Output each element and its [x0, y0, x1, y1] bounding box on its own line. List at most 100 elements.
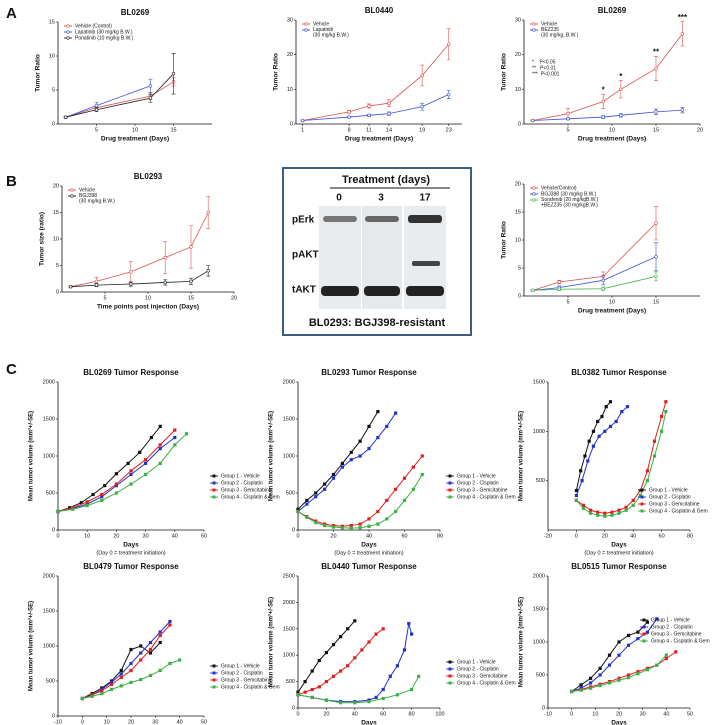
chart: BL0382 Tumor Response 500 1000 1500 -20 0 20 40… [518, 368, 708, 556]
legend-marker [448, 674, 452, 678]
point [303, 680, 307, 684]
x-tick-label: 40 [177, 719, 183, 725]
point [358, 526, 362, 530]
x-axis-label: Time points post injection (Days) [97, 304, 199, 311]
x-tick-label: 20 [602, 533, 608, 539]
x-tick-label: 19 [419, 127, 425, 133]
point [91, 492, 95, 497]
point [531, 288, 535, 293]
chart-title: BL0269 [121, 8, 150, 17]
point [367, 524, 371, 528]
x-tick-label: 60 [659, 533, 665, 539]
point [626, 633, 631, 637]
point [636, 637, 640, 641]
note: *** P<0.001 [532, 71, 560, 77]
significance-mark: *** [678, 13, 688, 22]
point [619, 87, 623, 92]
x-tick-label: 10 [145, 295, 151, 301]
y-tick-label: 2000 [43, 379, 55, 385]
x-tick-label: 40 [630, 533, 636, 539]
series-line [532, 109, 683, 121]
point [680, 32, 685, 36]
y-tick-label: 15 [53, 210, 59, 216]
x-tick-label: 10 [104, 719, 110, 725]
point [367, 517, 371, 521]
y-tick-label: 1000 [43, 453, 55, 459]
point [660, 414, 664, 419]
point [617, 678, 621, 682]
point [596, 513, 600, 517]
legend-marker [212, 488, 216, 492]
x-tick-label: 0 [570, 711, 573, 717]
x-tick-label: 14 [386, 127, 392, 133]
series-line [297, 628, 384, 696]
point [100, 492, 104, 497]
y-tick-label: 2000 [283, 600, 295, 606]
point [579, 469, 583, 473]
point [331, 472, 336, 477]
legend-marker [304, 28, 308, 32]
y-tick-label: 0 [518, 293, 521, 299]
point [638, 493, 642, 498]
point [300, 118, 305, 123]
point [601, 278, 605, 283]
x-tick-label: 40 [172, 533, 178, 539]
point [608, 400, 613, 404]
y-tick-label: 1000 [283, 653, 295, 659]
point [367, 700, 371, 704]
point [158, 633, 162, 638]
legend-label: Group 2 - Cisplatin [457, 480, 499, 486]
point [358, 439, 362, 443]
point [654, 274, 658, 279]
point [119, 668, 123, 673]
point [331, 476, 336, 480]
legend-label: BEZ235 (30 mg/kg, B.W.) [541, 27, 579, 39]
series-line [82, 624, 171, 699]
point [323, 487, 327, 491]
point [314, 491, 318, 495]
x-axis-label: Days [361, 542, 377, 549]
point [349, 523, 353, 528]
point [296, 693, 300, 697]
legend-label: Group 2 - Cisplatin [651, 624, 693, 630]
point [376, 509, 380, 514]
point [581, 506, 586, 510]
point [114, 472, 118, 476]
x-tick-label: 20 [330, 533, 336, 539]
x-tick-label: -10 [54, 719, 62, 725]
point [600, 414, 604, 419]
point [163, 280, 167, 285]
legend-label: Sorafenib (20 mg/kgB.W.) +BEZ235 (30 mg/k… [541, 197, 599, 209]
chart: BL0293 0 5 10 15 20 5 10 15 20 Time points post in… [39, 172, 237, 311]
point [407, 621, 411, 626]
point [587, 439, 591, 443]
blot-title: Treatment (days) [342, 174, 430, 186]
point [349, 526, 353, 530]
point [346, 627, 350, 631]
panel-label: B [6, 173, 17, 190]
point [109, 682, 114, 687]
y-tick-label: 1500 [43, 416, 55, 422]
point [607, 681, 612, 685]
legend-label: Group 2 - Cisplatin [221, 670, 263, 676]
point [580, 479, 584, 483]
point [614, 419, 618, 424]
point [173, 428, 177, 432]
legend-marker [66, 36, 70, 40]
y-tick-label: 500 [536, 672, 545, 678]
x-tick-label: 0 [56, 533, 59, 539]
point [139, 644, 143, 648]
band [365, 216, 399, 222]
point [374, 695, 378, 700]
point [381, 627, 385, 631]
x-tick-label: 40 [366, 533, 372, 539]
chart: BL0440 0 10 20 30 1 8 11 14 19 23 Drug treatment (D… [273, 6, 462, 143]
point [417, 674, 421, 678]
point [353, 701, 357, 705]
legend-marker [642, 618, 646, 622]
y-tick-label: 0 [52, 527, 55, 533]
y-tick-label: 5 [56, 263, 59, 269]
point [317, 685, 321, 689]
legend-marker [532, 186, 536, 190]
y-axis-label: Tumor Ratio [273, 53, 280, 91]
